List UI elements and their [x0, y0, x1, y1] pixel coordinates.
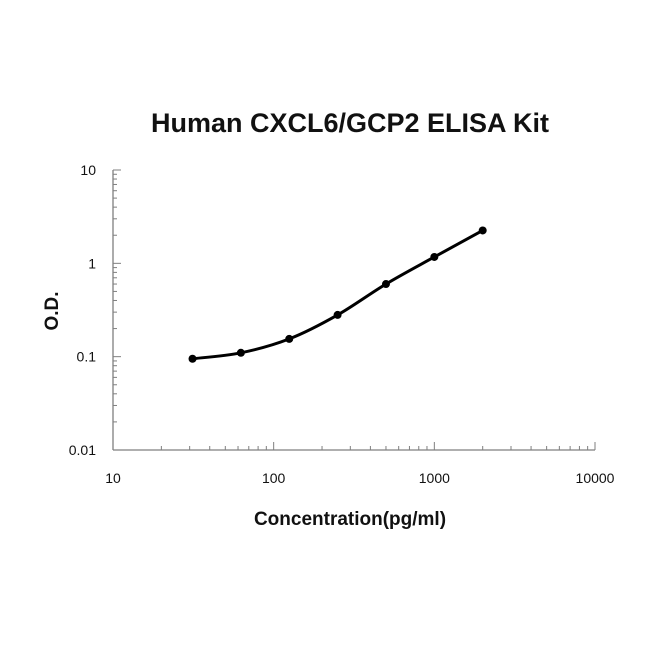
data-point — [430, 252, 439, 261]
x-axis: 10 100 1000 10000 — [105, 442, 615, 486]
y-tick-label: 0.1 — [77, 349, 97, 365]
x-axis-title: Concentration(pg/ml) — [254, 509, 446, 530]
data-point — [285, 334, 294, 343]
chart-title: Human CXCL6/GCP2 ELISA Kit — [151, 108, 549, 138]
data-point — [381, 280, 390, 289]
y-axis: 0.01 0.1 1 10 — [69, 162, 121, 458]
x-tick-label: 10 — [105, 470, 121, 486]
x-tick-label: 10000 — [576, 470, 615, 486]
data-point — [478, 226, 487, 235]
y-tick-label: 0.01 — [69, 442, 96, 458]
series-line — [191, 228, 485, 361]
y-tick-label: 1 — [88, 255, 96, 271]
x-tick-label: 100 — [262, 470, 286, 486]
x-tick-label: 1000 — [419, 470, 450, 486]
data-point — [236, 348, 245, 357]
data-point — [188, 354, 197, 363]
y-tick-label: 10 — [80, 162, 96, 178]
data-point — [333, 310, 342, 319]
y-axis-title: O.D. — [42, 291, 63, 330]
plot-series — [188, 226, 487, 363]
